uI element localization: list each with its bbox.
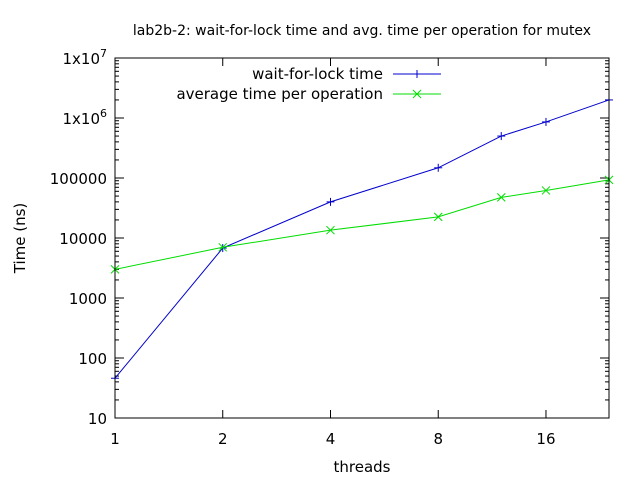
series-line (114, 99, 610, 379)
series-2 (110, 175, 614, 274)
x-axis-label: threads (334, 458, 391, 476)
data-point (496, 193, 506, 202)
series-layer (110, 95, 614, 383)
data-point (541, 186, 551, 195)
x-tick-label: 1 (110, 430, 120, 448)
x-tick-label: 16 (536, 430, 555, 448)
y-tick-label-base: 1x10 (62, 50, 100, 68)
y-axis-label: Time (ns) (11, 203, 29, 275)
legend-label: wait-for-lock time (252, 65, 383, 83)
data-point (326, 225, 335, 235)
series-1 (111, 95, 613, 383)
y-tick-label: 1000 (69, 290, 107, 308)
legend: wait-for-lock time average time per opera… (176, 65, 441, 103)
series-line (114, 179, 610, 270)
plot-frame (114, 57, 610, 419)
x-tick-label: 2 (218, 430, 228, 448)
y-tick-label: 1x106 (62, 107, 107, 128)
x-tick-label: 8 (433, 430, 443, 448)
legend-label: average time per operation (176, 85, 383, 103)
data-point (497, 132, 506, 141)
y-tick-label-exponent: 6 (100, 107, 107, 120)
y-tick-label-base: 1x10 (62, 110, 100, 128)
data-point (434, 163, 443, 172)
x-tick-label: 4 (326, 430, 336, 448)
data-point (326, 197, 335, 206)
y-tick-label: 100000 (50, 170, 107, 188)
data-point (218, 242, 228, 252)
y-tick-label: 100 (78, 350, 107, 368)
data-point (541, 117, 550, 126)
data-point (433, 212, 443, 222)
y-tick-label: 1x107 (62, 47, 107, 68)
legend-marker (412, 89, 422, 99)
y-tick-label: 10 (88, 410, 107, 428)
chart-title: lab2b-2: wait-for-lock time and avg. tim… (133, 23, 591, 39)
y-tick-label: 10000 (59, 230, 107, 248)
legend-marker (413, 70, 421, 78)
y-tick-label-exponent: 7 (100, 47, 107, 60)
